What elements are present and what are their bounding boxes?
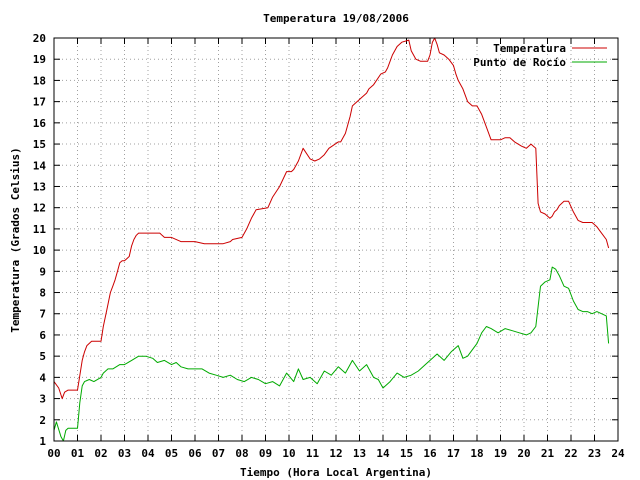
series-line-temperatura <box>53 37 610 400</box>
x-axis-label: Tiempo (Hora Local Argentina) <box>240 466 432 479</box>
y-tick-label: 11 <box>33 223 47 236</box>
y-tick-label: 19 <box>33 53 46 66</box>
y-tick-label: 6 <box>39 329 46 342</box>
y-tick-label: 18 <box>33 74 46 87</box>
x-tick-label: 09 <box>259 447 272 460</box>
x-tick-label: 17 <box>447 447 460 460</box>
y-tick-label: 8 <box>39 287 46 300</box>
axis-ticks: 00 01 02 03 04 05 06 07 08 09 10 11 12 13 14 15 16 17 18 19… <box>33 32 625 460</box>
x-tick-label: 11 <box>306 447 320 460</box>
x-tick-label: 05 <box>165 447 178 460</box>
x-tick-label: 07 <box>212 447 225 460</box>
x-tick-label: 18 <box>470 447 483 460</box>
y-tick-label: 17 <box>33 96 46 109</box>
x-tick-label: 03 <box>118 447 131 460</box>
x-tick-label: 00 <box>47 447 60 460</box>
grid <box>54 38 618 441</box>
series-lines <box>53 37 610 442</box>
x-tick-label: 24 <box>611 447 625 460</box>
y-tick-label: 16 <box>33 117 47 130</box>
x-tick-label: 16 <box>423 447 437 460</box>
x-tick-label: 08 <box>235 447 248 460</box>
x-tick-label: 19 <box>494 447 507 460</box>
x-tick-label: 15 <box>400 447 413 460</box>
y-tick-label: 13 <box>33 180 46 193</box>
x-tick-label: 21 <box>541 447 555 460</box>
y-tick-label: 1 <box>39 435 46 448</box>
y-tick-label: 3 <box>39 393 46 406</box>
x-tick-label: 04 <box>141 447 155 460</box>
y-tick-label: 5 <box>39 350 46 363</box>
x-tick-label: 10 <box>282 447 295 460</box>
x-tick-label: 01 <box>71 447 85 460</box>
y-axis-label: Temperatura (Grados Celsius) <box>9 147 22 332</box>
y-tick-label: 9 <box>39 265 46 278</box>
y-tick-label: 15 <box>33 138 46 151</box>
x-tick-label: 20 <box>517 447 530 460</box>
x-tick-label: 13 <box>353 447 366 460</box>
series-line-punto-de-rocio <box>53 266 610 442</box>
y-tick-label: 10 <box>33 244 46 257</box>
x-tick-label: 12 <box>329 447 342 460</box>
y-tick-label: 7 <box>39 308 46 321</box>
y-tick-label: 2 <box>39 414 46 427</box>
x-tick-label: 23 <box>588 447 601 460</box>
chart-title: Temperatura 19/08/2006 <box>263 12 409 25</box>
x-tick-label: 22 <box>564 447 577 460</box>
y-tick-label: 20 <box>33 32 46 45</box>
y-tick-label: 12 <box>33 202 46 215</box>
y-tick-label: 14 <box>33 159 47 172</box>
x-tick-label: 02 <box>94 447 107 460</box>
x-tick-label: 14 <box>376 447 390 460</box>
x-tick-label: 06 <box>188 447 202 460</box>
y-tick-label: 4 <box>39 371 46 384</box>
legend-label: Punto de Rocío <box>473 56 566 69</box>
plot-frame <box>53 37 619 442</box>
legend-label: Temperatura <box>493 42 566 55</box>
